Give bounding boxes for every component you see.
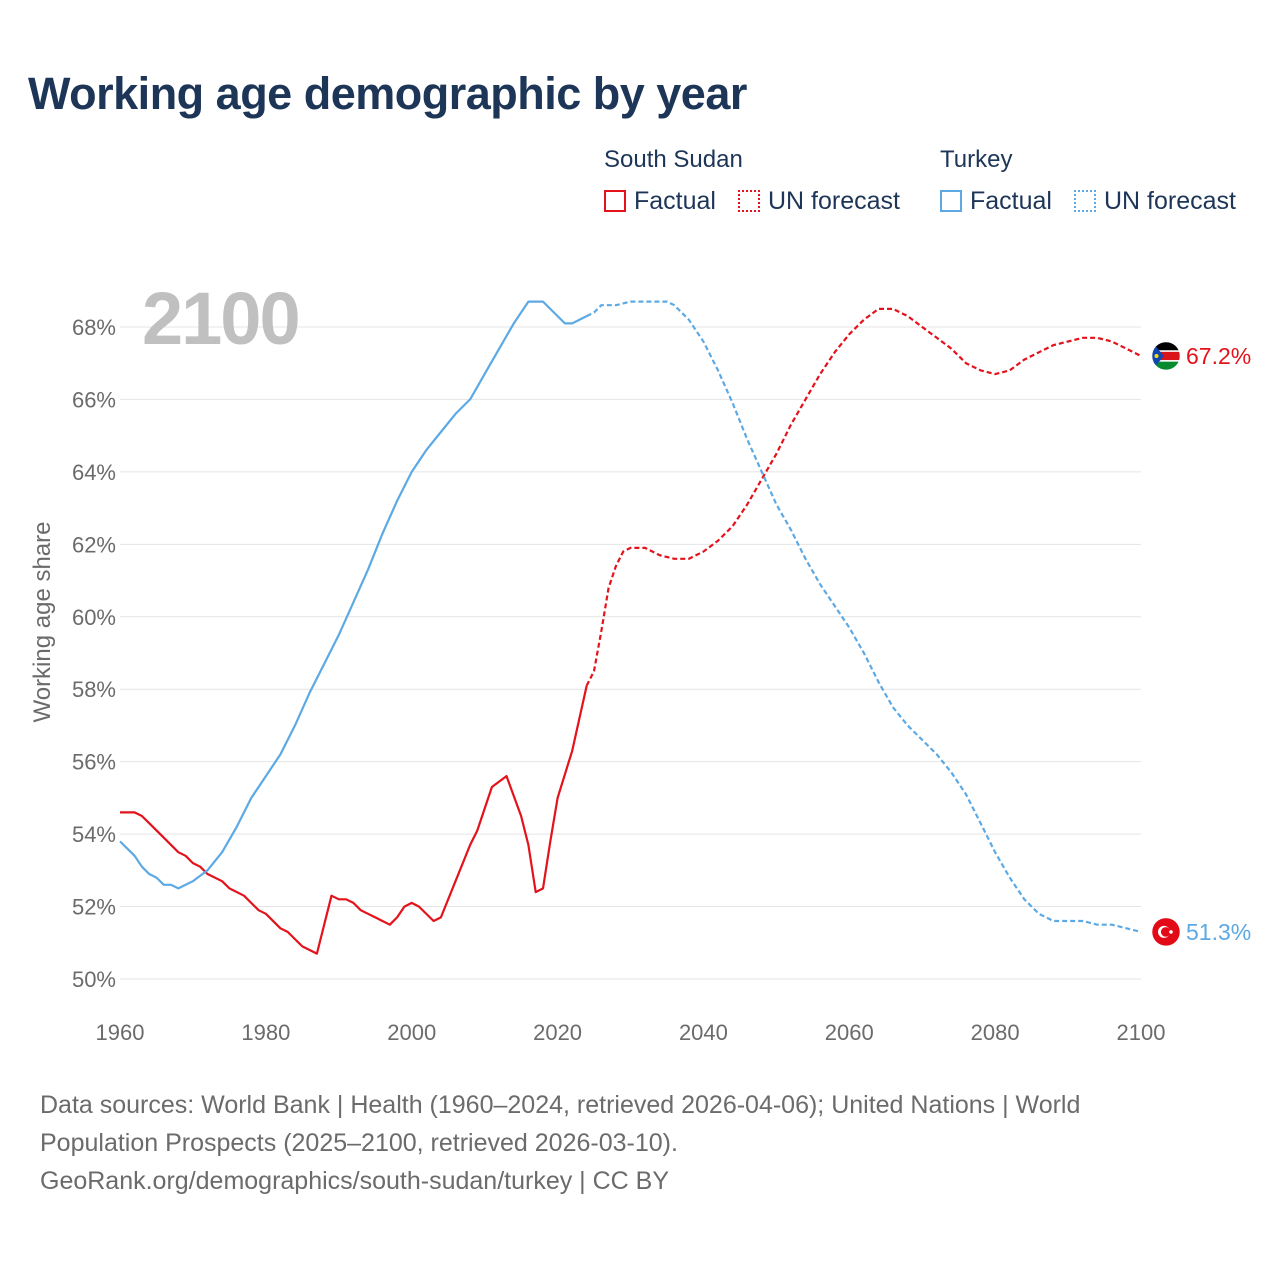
x-tick-label: 1980 xyxy=(241,1020,290,1045)
end-markers: 67.2% 51.3% xyxy=(1151,341,1251,947)
y-tick-label: 50% xyxy=(72,967,116,992)
y-tick-label: 66% xyxy=(72,387,116,412)
legend-swatch-dotted xyxy=(738,190,760,212)
y-tick-label: 68% xyxy=(72,315,116,340)
legend-swatch-solid xyxy=(940,190,962,212)
x-tick-label: 2040 xyxy=(679,1020,728,1045)
legend-label: UN forecast xyxy=(768,186,900,215)
end-value-label: 67.2% xyxy=(1186,343,1251,369)
footer: Data sources: World Bank | Health (1960–… xyxy=(40,1086,1240,1200)
end-value-label: 51.3% xyxy=(1186,919,1251,945)
legend-item-south-sudan-factual[interactable]: Factual xyxy=(604,186,716,216)
x-tick-label: 2080 xyxy=(971,1020,1020,1045)
legend-group-south-sudan: South Sudan xyxy=(604,146,743,173)
axes: 50% 52% 54% 56% 58% 60% 62% 64% 66% 68% 1960 1980 20… xyxy=(72,315,1166,1045)
y-tick-label: 64% xyxy=(72,460,116,485)
legend-label: UN forecast xyxy=(1104,186,1236,215)
series-line-turkey-factual xyxy=(119,300,588,890)
x-tick-label: 2100 xyxy=(1117,1020,1166,1045)
y-tick-label: 54% xyxy=(72,822,116,847)
legend-swatch-dotted xyxy=(1074,190,1096,212)
legend-label: Factual xyxy=(970,186,1052,215)
year-label: 2100 xyxy=(142,277,299,360)
y-tick-label: 52% xyxy=(72,895,116,920)
x-tick-label: 2060 xyxy=(825,1020,874,1045)
legend-item-south-sudan-forecast[interactable]: UN forecast xyxy=(738,186,900,216)
series-line-turkey-forecast xyxy=(586,300,1142,933)
series-line-south-sudan-factual xyxy=(120,685,588,955)
x-tick-label: 2020 xyxy=(533,1020,582,1045)
turkey-flag-icon xyxy=(1151,917,1181,947)
south-sudan-flag-icon xyxy=(1151,341,1181,371)
y-tick-label: 60% xyxy=(72,605,116,630)
footer-attribution: GeoRank.org/demographics/south-sudan/tur… xyxy=(40,1167,670,1195)
series-lines xyxy=(119,300,1142,955)
y-tick-label: 62% xyxy=(72,532,116,557)
legend-item-turkey-factual[interactable]: Factual xyxy=(940,186,1052,216)
x-tick-label: 2000 xyxy=(387,1020,436,1045)
footer-source-line-2: Population Prospects (2025–2100, retriev… xyxy=(40,1129,678,1157)
legend-swatch-solid xyxy=(604,190,626,212)
y-tick-label: 56% xyxy=(72,750,116,775)
y-axis-title: Working age share xyxy=(29,522,56,723)
chart-title: Working age demographic by year xyxy=(28,68,747,119)
legend-label: Factual xyxy=(634,186,716,215)
legend-item-turkey-forecast[interactable]: UN forecast xyxy=(1074,186,1236,216)
legend-group-turkey: Turkey xyxy=(940,146,1013,173)
y-tick-label: 58% xyxy=(72,677,116,702)
x-tick-label: 1960 xyxy=(96,1020,145,1045)
grid xyxy=(120,326,1141,980)
footer-source-line-1: Data sources: World Bank | Health (1960–… xyxy=(40,1091,1081,1119)
line-chart: 50% 52% 54% 56% 58% 60% 62% 64% 66% 68% 1960 1980 20… xyxy=(29,277,1251,1045)
series-line-south-sudan-forecast xyxy=(585,307,1142,687)
